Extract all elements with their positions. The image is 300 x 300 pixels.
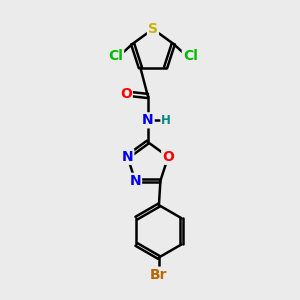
Text: N: N: [142, 113, 154, 128]
Text: S: S: [148, 22, 158, 36]
Text: N: N: [129, 174, 141, 188]
Text: Cl: Cl: [108, 49, 123, 63]
Text: Cl: Cl: [183, 49, 198, 63]
Text: H: H: [161, 114, 171, 127]
Text: N: N: [122, 150, 133, 164]
Text: O: O: [162, 150, 174, 164]
Text: O: O: [120, 87, 132, 100]
Text: Br: Br: [150, 268, 168, 282]
